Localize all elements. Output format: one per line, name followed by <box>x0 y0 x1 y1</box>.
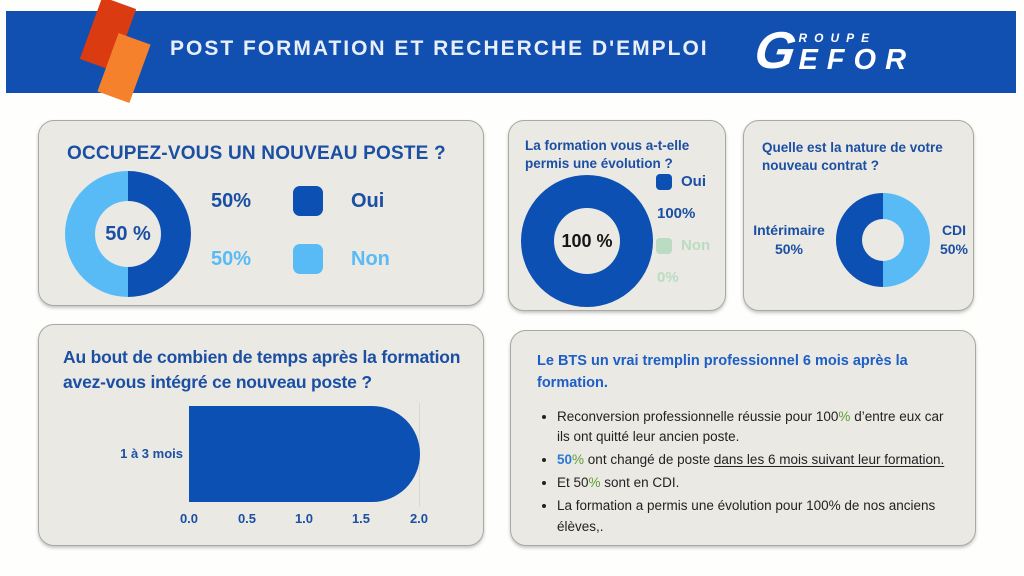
legend-pct-oui: 100% <box>657 205 696 222</box>
summary-bullet-list: Reconversion professionnelle réussie pou… <box>537 407 949 539</box>
legend-pct-non: 0% <box>657 269 679 286</box>
label-cdi: CDI 50% <box>932 221 976 259</box>
legend-row-oui: 50% Oui <box>211 185 390 217</box>
label-interimaire-pct: 50% <box>774 240 804 257</box>
legend-label-oui: Oui <box>351 189 385 212</box>
gefor-logo: G ROUPE EFOR <box>751 22 915 80</box>
legend-pct-non: 50% <box>211 247 252 270</box>
logo-efor-text: EFOR <box>798 44 916 76</box>
bar-category-label: 1 à 3 mois <box>120 446 183 461</box>
logo-letter-g: G <box>751 22 800 80</box>
legend-swatch-non <box>293 244 323 274</box>
bullet-4-text: La formation a permis une évolution pour… <box>557 498 936 535</box>
bullet-3-pct: % <box>588 475 601 491</box>
legend-evolution: Oui 100% Non 0% <box>656 173 710 286</box>
x-tick-0: 0.0 <box>179 511 199 526</box>
card-evolution: La formation vous a-t-elle permis une év… <box>508 120 726 311</box>
question-title-nouveau-poste: OCCUPEZ-VOUS UN NOUVEAU POSTE ? <box>67 143 446 164</box>
bullet-3-text-end: sont en CDI. <box>600 475 680 491</box>
summary-bullet-2: 50% ont changé de poste dans les 6 mois … <box>557 450 949 471</box>
x-tick-4: 2.0 <box>409 511 429 526</box>
donut-center-label: 50 % <box>95 201 161 267</box>
card-nouveau-poste: OCCUPEZ-VOUS UN NOUVEAU POSTE ? 50 % 50%… <box>38 120 484 306</box>
card-delai-poste: Au bout de combien de temps après la for… <box>38 324 484 546</box>
question-title-evolution: La formation vous a-t-elle permis une év… <box>525 138 690 171</box>
logo-groupe-text: ROUPE <box>798 31 877 45</box>
bullet-2-num: 50 <box>557 452 573 468</box>
x-tick-2: 1.0 <box>294 511 314 526</box>
card-nature-contrat: Quelle est la nature de votre nouveau co… <box>743 120 974 311</box>
bar-1-3-mois <box>189 406 420 502</box>
bullet-2-underlined-text: dans les 6 mois suivant leur formation. <box>713 452 945 468</box>
label-interimaire: Intérimaire 50% <box>746 221 832 259</box>
question-title-contrat: Quelle est la nature de votre nouveau co… <box>762 140 943 173</box>
bullet-1-pct: % <box>838 408 851 424</box>
bullet-1-text: Reconversion professionnelle réussie pou… <box>557 408 839 424</box>
x-tick-3: 1.5 <box>351 511 371 526</box>
legend-swatch-oui <box>656 173 672 190</box>
bullet-3-text: Et 50 <box>557 475 589 491</box>
donut-center-label: 100 % <box>554 208 620 274</box>
header-bar: POST FORMATION ET RECHERCHE D'EMPLOI G R… <box>6 0 1016 103</box>
x-tick-1: 0.5 <box>237 511 257 526</box>
summary-bullet-4: La formation a permis une évolution pour… <box>557 496 949 538</box>
bullet-1-text-end: d’entre eux car ils ont quitté leur anci… <box>557 408 944 445</box>
bullet-2-pct: % <box>572 452 585 468</box>
legend-label-non: Non <box>681 237 711 254</box>
legend-swatch-non <box>656 237 672 254</box>
summary-bullet-3: Et 50% sont en CDI. <box>557 473 949 494</box>
bullet-2-text: ont changé de poste <box>584 452 714 468</box>
page-title: POST FORMATION ET RECHERCHE D'EMPLOI <box>170 37 709 60</box>
summary-bullet-1: Reconversion professionnelle réussie pou… <box>557 407 949 449</box>
label-cdi-pct: 50% <box>939 240 969 257</box>
legend-row-oui: Oui <box>656 173 710 190</box>
legend-swatch-oui <box>293 186 323 216</box>
legend-row-non: 50% Non <box>211 243 390 275</box>
label-interimaire-text: Intérimaire <box>753 222 825 238</box>
summary-title: Le BTS un vrai tremplin professionnel 6 … <box>537 353 908 391</box>
donut-chart-contrat <box>836 193 930 287</box>
donut-chart-evolution: 100 % <box>521 175 653 307</box>
legend-nouveau-poste: 50% Oui 50% Non <box>211 185 390 275</box>
question-title-delai: Au bout de combien de temps après la for… <box>63 347 461 393</box>
legend-pct-oui: 50% <box>211 189 252 212</box>
legend-row-non: Non <box>656 237 710 254</box>
legend-label-non: Non <box>351 247 390 270</box>
legend-label-oui: Oui <box>681 173 706 190</box>
donut-chart-nouveau-poste: 50 % <box>65 171 191 297</box>
label-cdi-text: CDI <box>941 222 967 238</box>
donut-center <box>862 219 904 261</box>
card-resume-bts: Le BTS un vrai tremplin professionnel 6 … <box>510 330 976 546</box>
logo-wordmark: ROUPE EFOR <box>798 31 915 75</box>
